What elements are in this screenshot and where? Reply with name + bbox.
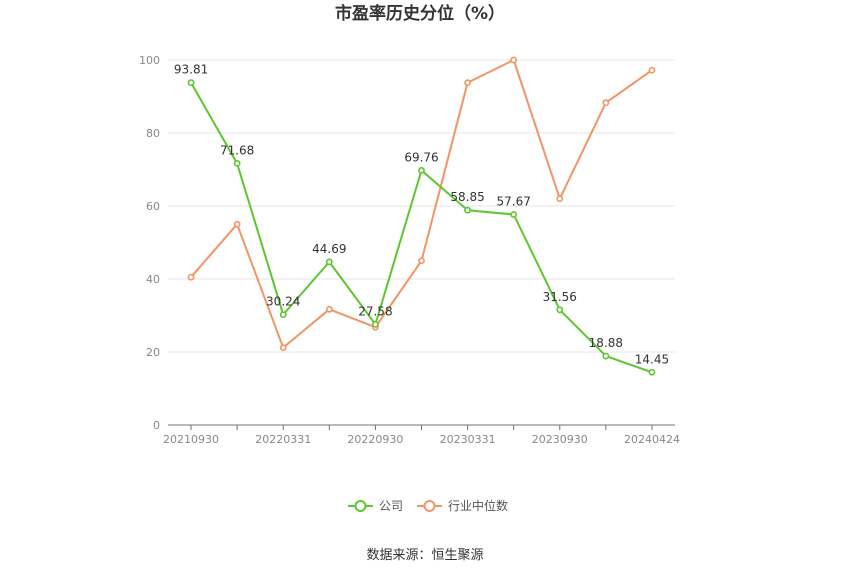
series-1-point-10 bbox=[648, 66, 656, 74]
chart-title: 市盈率历史分位（%） bbox=[335, 3, 505, 24]
series-0-point-4 bbox=[372, 320, 379, 328]
series-0-point-2 bbox=[279, 311, 287, 319]
legend[interactable]: 公司 行业中位数 bbox=[348, 498, 508, 513]
legend-item-1[interactable]: 行业中位数 bbox=[417, 498, 508, 513]
legend-marker-1 bbox=[423, 500, 436, 512]
series-1-point-0 bbox=[187, 273, 195, 281]
x-tick-label-3: 20230331 bbox=[440, 433, 496, 446]
legend-item-0[interactable]: 公司 bbox=[348, 499, 403, 513]
x-tick-label-1: 20220331 bbox=[255, 433, 311, 446]
y-axis-ticks: 0 20 40 60 80 100 bbox=[139, 54, 160, 432]
y-tick-label-60: 60 bbox=[146, 200, 160, 213]
y-tick-label-0: 0 bbox=[153, 419, 160, 432]
legend-marker-0 bbox=[354, 500, 367, 512]
series-0-point-6 bbox=[464, 206, 471, 214]
y-tick-label-40: 40 bbox=[146, 273, 160, 286]
series-0-point-3 bbox=[325, 258, 333, 266]
y-tick-label-100: 100 bbox=[139, 54, 160, 67]
data-label-10: 14.45 bbox=[635, 352, 669, 366]
data-label-5: 69.76 bbox=[404, 150, 438, 164]
legend-label-0: 公司 bbox=[379, 499, 403, 513]
series-0-point-8 bbox=[556, 306, 564, 314]
x-axis: 20210930 20220331 20220930 20230331 20230930… bbox=[163, 424, 680, 446]
series-1-point-3 bbox=[325, 305, 333, 313]
series-0-point-7 bbox=[510, 211, 518, 218]
series-0-point-5 bbox=[418, 166, 425, 174]
data-label-6: 58.85 bbox=[450, 190, 484, 204]
grid-lines bbox=[168, 59, 675, 353]
series-0-point-1 bbox=[233, 159, 241, 167]
data-label-2: 30.24 bbox=[266, 295, 300, 309]
series-1-point-2 bbox=[279, 344, 287, 352]
y-tick-label-80: 80 bbox=[146, 127, 160, 140]
data-label-9: 18.88 bbox=[589, 336, 623, 350]
series-1-point-1 bbox=[233, 220, 241, 228]
series-1-point-8 bbox=[556, 195, 564, 203]
y-tick-label-20: 20 bbox=[146, 346, 160, 359]
series-1-point-9 bbox=[602, 99, 610, 107]
data-label-3: 44.69 bbox=[312, 242, 346, 256]
legend-label-1: 行业中位数 bbox=[448, 498, 508, 513]
data-labels: 93.81 71.68 30.24 44.69 27.58 69.76 58.85 57.67… bbox=[174, 63, 669, 367]
data-label-7: 57.67 bbox=[497, 195, 531, 209]
data-label-4: 27.58 bbox=[358, 304, 392, 318]
data-label-8: 31.56 bbox=[543, 290, 577, 304]
series-group bbox=[187, 56, 656, 376]
series-1-point-7 bbox=[510, 56, 518, 64]
x-tick-label-2: 20220930 bbox=[347, 433, 403, 446]
data-source: 数据来源：恒生聚源 bbox=[366, 548, 483, 563]
series-line-0 bbox=[190, 82, 653, 374]
series-0-point-10 bbox=[648, 368, 656, 376]
series-line-1 bbox=[190, 59, 653, 349]
series-0-point-0 bbox=[187, 79, 195, 86]
data-label-1: 71.68 bbox=[220, 143, 254, 157]
x-tick-label-5: 20240424 bbox=[624, 433, 680, 446]
x-tick-label-4: 20230930 bbox=[532, 433, 588, 446]
series-1-point-5 bbox=[418, 257, 425, 265]
series-1-point-6 bbox=[464, 79, 471, 87]
x-tick-label-0: 20210930 bbox=[163, 433, 219, 446]
data-label-0: 93.81 bbox=[174, 63, 208, 77]
series-0-point-9 bbox=[602, 352, 610, 360]
